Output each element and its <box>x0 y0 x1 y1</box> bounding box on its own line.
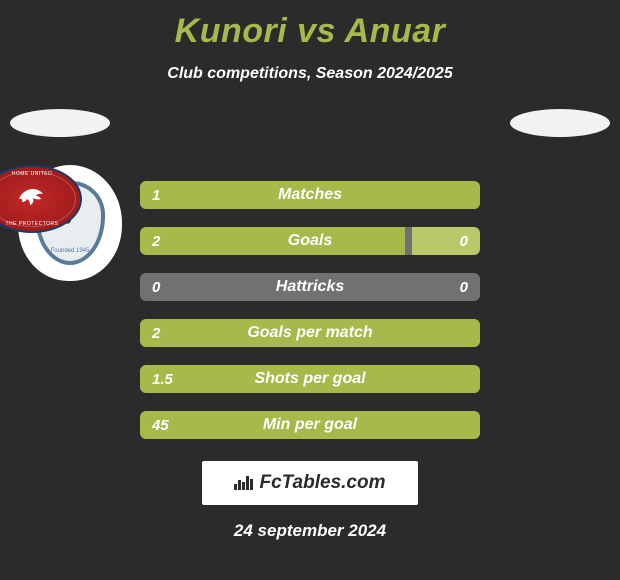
club-badge-right-bottom-text: THE PROTECTORS <box>5 221 58 227</box>
stat-label: Matches <box>278 186 342 204</box>
stat-bars: 1 Matches 2 Goals 0 0 Hattricks 0 2 Goals per mat… <box>140 181 480 439</box>
stat-row: 2 Goals per match <box>140 319 480 347</box>
club-badge-left-founded: Founded 1945 <box>51 248 90 255</box>
player-photo-left-placeholder <box>10 109 110 137</box>
stat-label: Goals per match <box>247 324 372 342</box>
subtitle: Club competitions, Season 2024/2025 <box>0 65 620 83</box>
stat-row: 1 Matches <box>140 181 480 209</box>
stat-row: 2 Goals 0 <box>140 227 480 255</box>
stat-label: Shots per goal <box>254 370 365 388</box>
club-badge-right-top-text: HOME UNITED <box>12 171 53 177</box>
stat-label: Min per goal <box>263 416 357 434</box>
bar-chart-icon <box>234 476 253 490</box>
player-photo-right-placeholder <box>510 109 610 137</box>
stat-right-value: 0 <box>460 279 468 296</box>
stat-left-value: 45 <box>152 417 169 434</box>
stat-label: Hattricks <box>276 278 344 296</box>
stat-left-fill <box>140 227 405 255</box>
stat-row: 0 Hattricks 0 <box>140 273 480 301</box>
stat-label: Goals <box>288 232 332 250</box>
page-title: Kunori vs Anuar <box>0 0 620 51</box>
stat-left-value: 2 <box>152 233 160 250</box>
date-label: 24 september 2024 <box>0 521 620 541</box>
stat-right-value: 0 <box>460 233 468 250</box>
stat-left-value: 1.5 <box>152 371 173 388</box>
stat-left-value: 0 <box>152 279 160 296</box>
footer-brand[interactable]: FcTables.com <box>202 461 418 505</box>
stat-row: 45 Min per goal <box>140 411 480 439</box>
stat-right-fill <box>412 227 480 255</box>
comparison-panel: Founded 1945 HOME UNITED THE PROTECTORS … <box>0 113 620 439</box>
footer-brand-text: FcTables.com <box>259 472 385 494</box>
stat-row: 1.5 Shots per goal <box>140 365 480 393</box>
stat-left-value: 1 <box>152 187 160 204</box>
dragon-icon <box>15 185 49 213</box>
stat-left-value: 2 <box>152 325 160 342</box>
